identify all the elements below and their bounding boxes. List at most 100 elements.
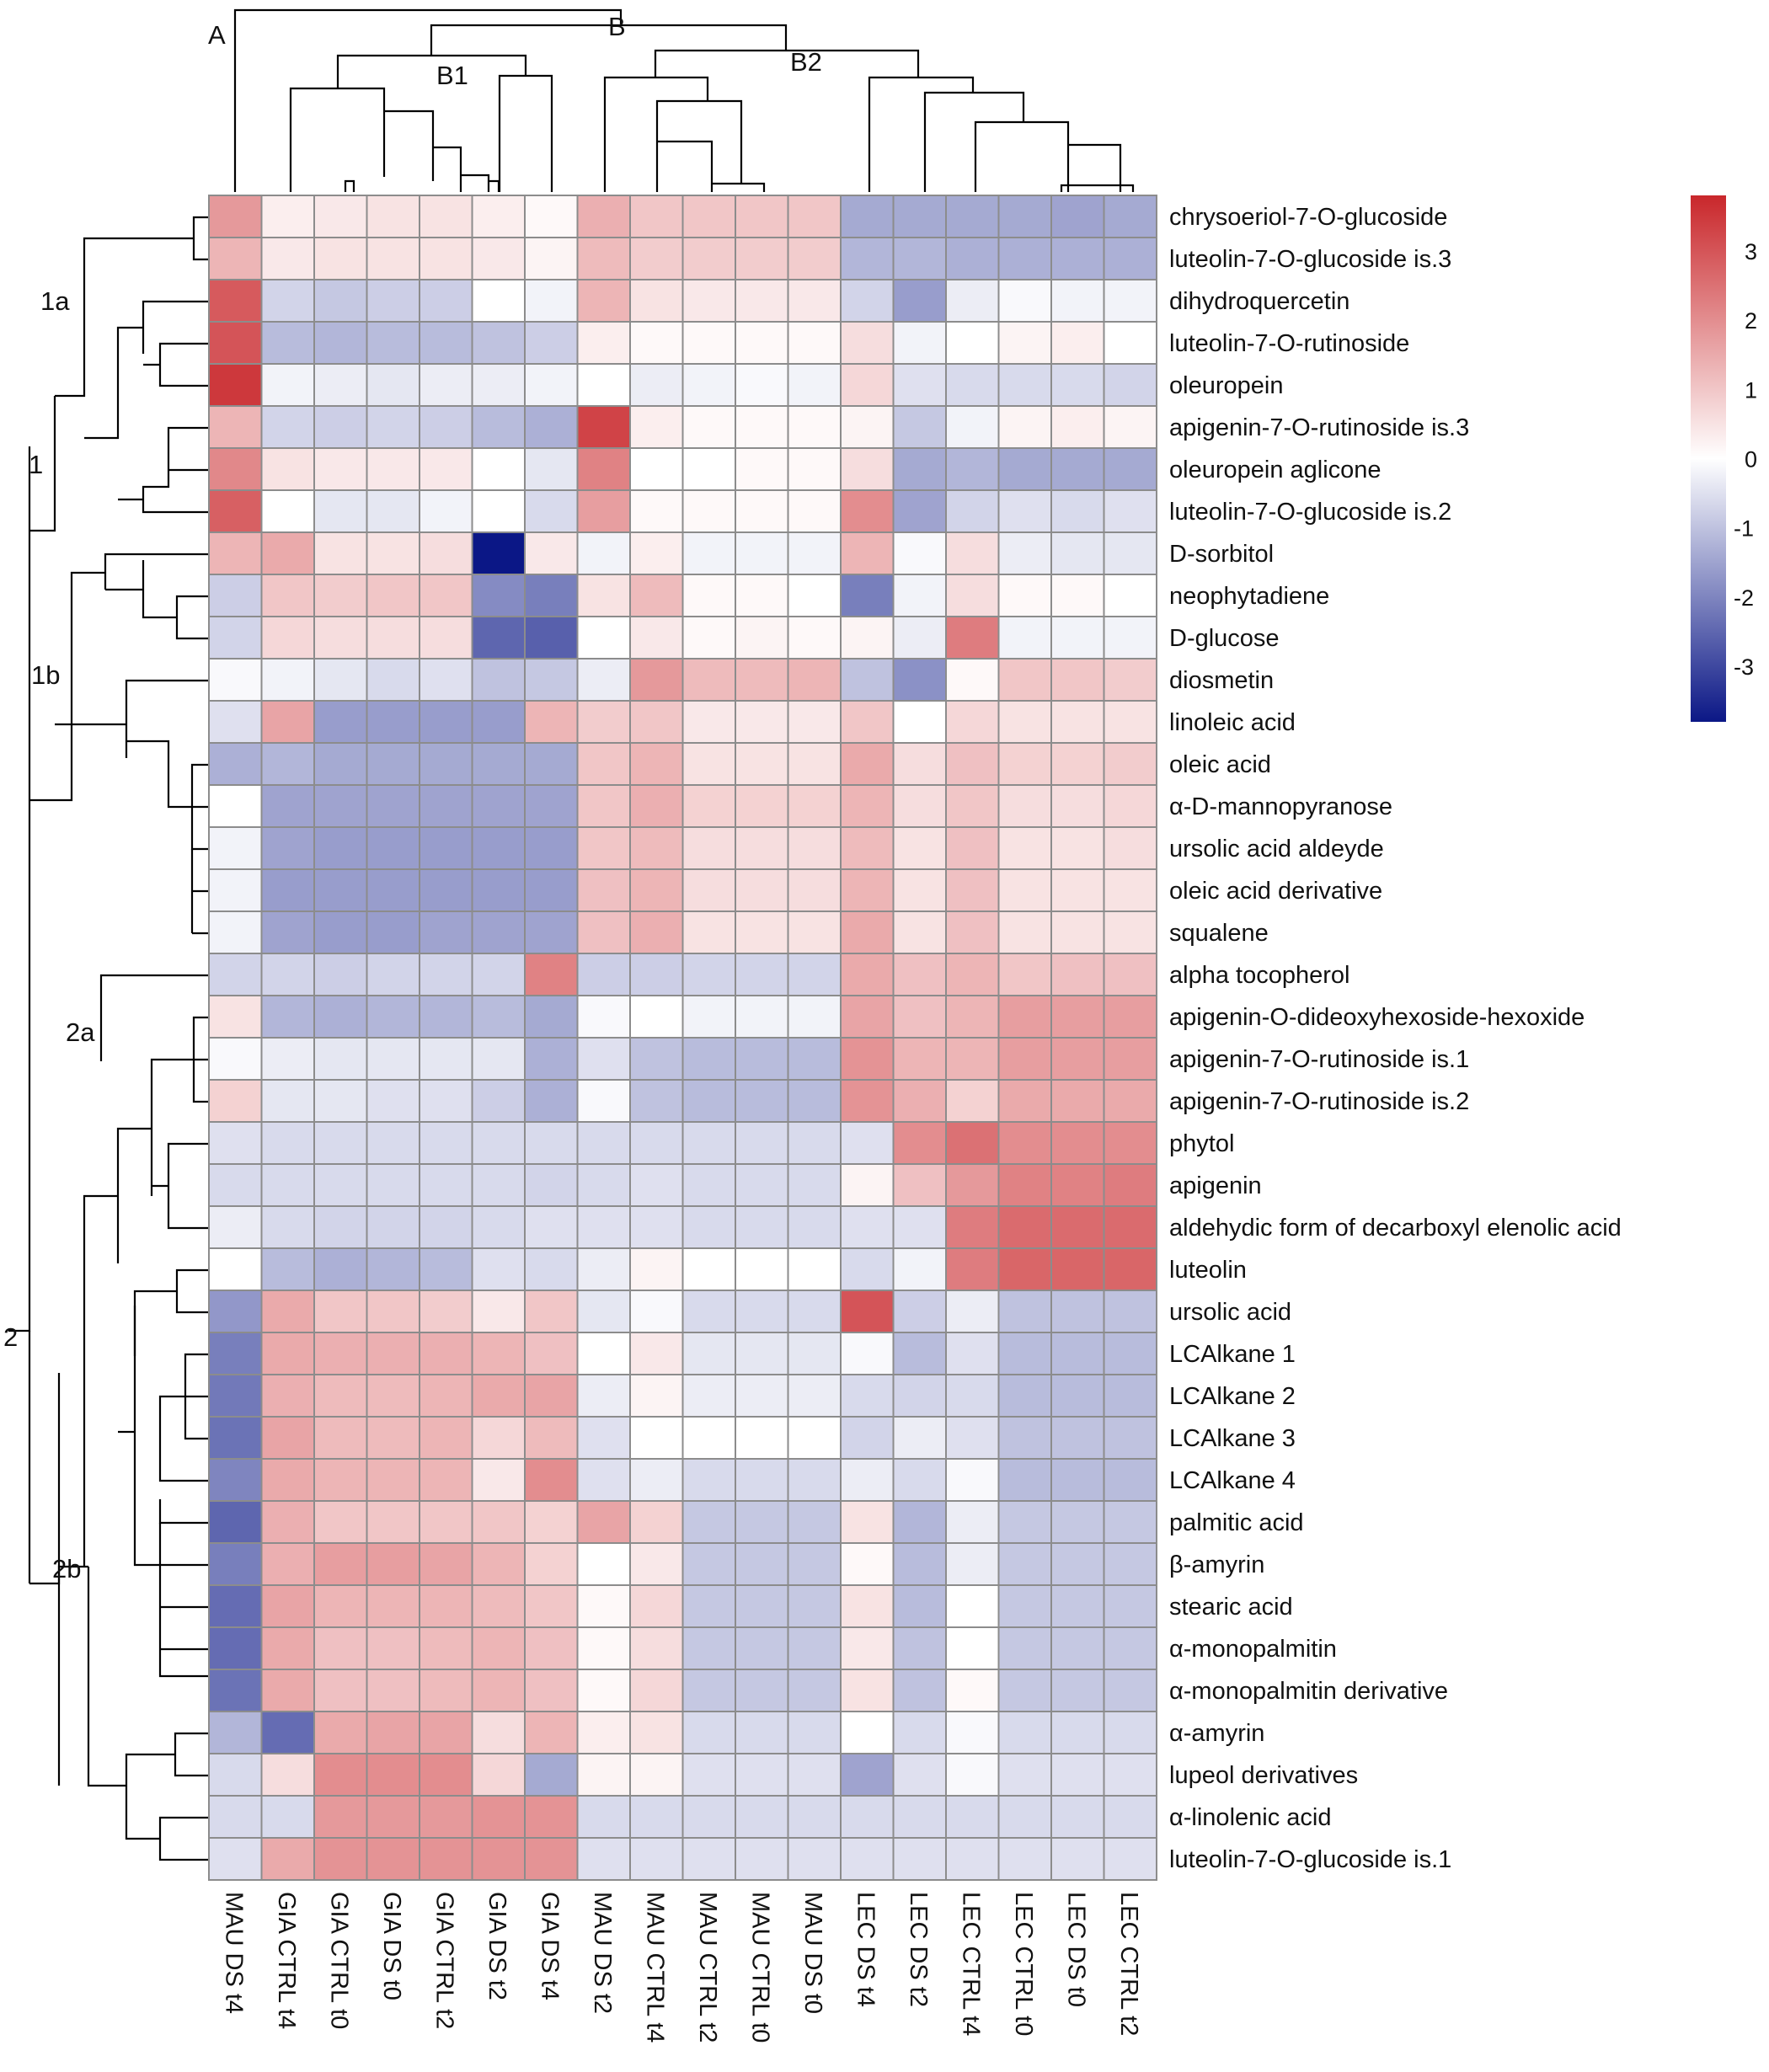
heatmap-cell bbox=[1050, 826, 1105, 870]
heatmap-cell bbox=[366, 868, 420, 912]
heatmap-cell bbox=[208, 574, 263, 617]
heatmap-cell bbox=[629, 1626, 684, 1670]
heatmap-cell bbox=[260, 658, 315, 702]
cluster-label-2b: 2b bbox=[52, 1554, 81, 1583]
heatmap-cell bbox=[629, 489, 684, 533]
heatmap-cell bbox=[208, 953, 263, 996]
heatmap-cell bbox=[313, 742, 368, 786]
heatmap-cell bbox=[1103, 784, 1157, 828]
heatmap-cell bbox=[840, 1626, 895, 1670]
heatmap-cell bbox=[260, 1037, 315, 1081]
heatmap-cell bbox=[681, 447, 736, 491]
heatmap-cell bbox=[313, 1542, 368, 1586]
heatmap-cell bbox=[419, 1290, 473, 1333]
heatmap-cell bbox=[945, 1290, 1000, 1333]
heatmap-cell bbox=[1103, 1247, 1157, 1291]
heatmap-cell bbox=[471, 742, 526, 786]
heatmap-cell bbox=[313, 1584, 368, 1628]
heatmap-cell bbox=[840, 868, 895, 912]
heatmap-cell bbox=[366, 1711, 420, 1754]
heatmap-cell bbox=[576, 1458, 631, 1502]
heatmap-cell bbox=[471, 1290, 526, 1333]
heatmap-cell bbox=[524, 616, 579, 660]
heatmap-cell bbox=[366, 700, 420, 744]
heatmap-cell bbox=[576, 363, 631, 407]
heatmap-cell bbox=[840, 1163, 895, 1207]
heatmap-cell bbox=[208, 1753, 263, 1797]
heatmap-cell bbox=[576, 742, 631, 786]
heatmap-cell bbox=[260, 742, 315, 786]
heatmap-cell bbox=[524, 784, 579, 828]
column-label-mau-ctrl-t2: MAU CTRL t2 bbox=[694, 1892, 721, 2043]
heatmap-cell bbox=[629, 784, 684, 828]
heatmap-cell bbox=[1050, 1416, 1105, 1460]
heatmap-cell bbox=[524, 868, 579, 912]
heatmap-cell bbox=[576, 1711, 631, 1754]
row-label-luteolin: luteolin bbox=[1169, 1257, 1247, 1284]
heatmap-cell bbox=[892, 1374, 947, 1418]
heatmap-cell bbox=[945, 321, 1000, 365]
heatmap-cell bbox=[681, 1332, 736, 1375]
heatmap-cell bbox=[840, 279, 895, 323]
heatmap-cell bbox=[260, 1753, 315, 1797]
heatmap-cell bbox=[576, 826, 631, 870]
heatmap-cell bbox=[419, 1079, 473, 1123]
column-label-mau-ds-t4: MAU DS t4 bbox=[220, 1892, 247, 2014]
heatmap-cell bbox=[997, 1037, 1052, 1081]
heatmap-cell bbox=[260, 1121, 315, 1165]
heatmap-cell bbox=[1050, 1626, 1105, 1670]
heatmap-cell bbox=[524, 1290, 579, 1333]
heatmap-cell bbox=[1103, 1500, 1157, 1544]
heatmap-cell bbox=[1103, 868, 1157, 912]
heatmap-cell bbox=[681, 1753, 736, 1797]
heatmap-cell bbox=[471, 784, 526, 828]
heatmap-cell bbox=[735, 1332, 789, 1375]
heatmap-cell bbox=[735, 826, 789, 870]
heatmap-cell bbox=[840, 1753, 895, 1797]
heatmap-cell bbox=[366, 995, 420, 1039]
heatmap-cell bbox=[892, 1753, 947, 1797]
heatmap-cell bbox=[629, 531, 684, 575]
heatmap-cell bbox=[1103, 1795, 1157, 1839]
heatmap-cell bbox=[576, 489, 631, 533]
column-label-gia-ctrl-t2: GIA CTRL t2 bbox=[430, 1892, 457, 2029]
heatmap-cell bbox=[997, 1247, 1052, 1291]
column-label-gia-ds-t2: GIA DS t2 bbox=[484, 1892, 510, 2000]
heatmap-cell bbox=[419, 995, 473, 1039]
heatmap-cell bbox=[260, 321, 315, 365]
heatmap-cell bbox=[787, 995, 842, 1039]
heatmap-cell bbox=[1050, 1669, 1105, 1712]
heatmap-cell bbox=[524, 1669, 579, 1712]
heatmap-cell bbox=[735, 700, 789, 744]
heatmap-cell bbox=[576, 405, 631, 449]
heatmap-cell bbox=[681, 1037, 736, 1081]
heatmap-cell bbox=[313, 1458, 368, 1502]
heatmap-cell bbox=[997, 784, 1052, 828]
heatmap-cell bbox=[366, 1079, 420, 1123]
row-label-oleic-acid-derivative: oleic acid derivative bbox=[1169, 878, 1382, 905]
heatmap-cell bbox=[840, 953, 895, 996]
heatmap-cell bbox=[1050, 784, 1105, 828]
heatmap-cell bbox=[787, 1037, 842, 1081]
heatmap-cell bbox=[524, 700, 579, 744]
heatmap-cell bbox=[629, 616, 684, 660]
heatmap-cell bbox=[260, 1163, 315, 1207]
heatmap-cell bbox=[260, 1205, 315, 1249]
heatmap-cell bbox=[735, 868, 789, 912]
heatmap-cell bbox=[787, 279, 842, 323]
heatmap-cell bbox=[419, 1416, 473, 1460]
heatmap-cell bbox=[576, 1247, 631, 1291]
heatmap-cell bbox=[313, 700, 368, 744]
heatmap-cell bbox=[1103, 1037, 1157, 1081]
heatmap-cell bbox=[787, 1626, 842, 1670]
heatmap-cell bbox=[524, 1332, 579, 1375]
heatmap-cell bbox=[945, 1416, 1000, 1460]
heatmap-cell bbox=[313, 784, 368, 828]
heatmap-cell bbox=[260, 489, 315, 533]
heatmap-cell bbox=[840, 1500, 895, 1544]
heatmap-cell bbox=[366, 1626, 420, 1670]
heatmap-cell bbox=[1050, 1374, 1105, 1418]
heatmap-cell bbox=[576, 574, 631, 617]
heatmap-cell bbox=[1050, 1079, 1105, 1123]
heatmap-cell bbox=[524, 1163, 579, 1207]
